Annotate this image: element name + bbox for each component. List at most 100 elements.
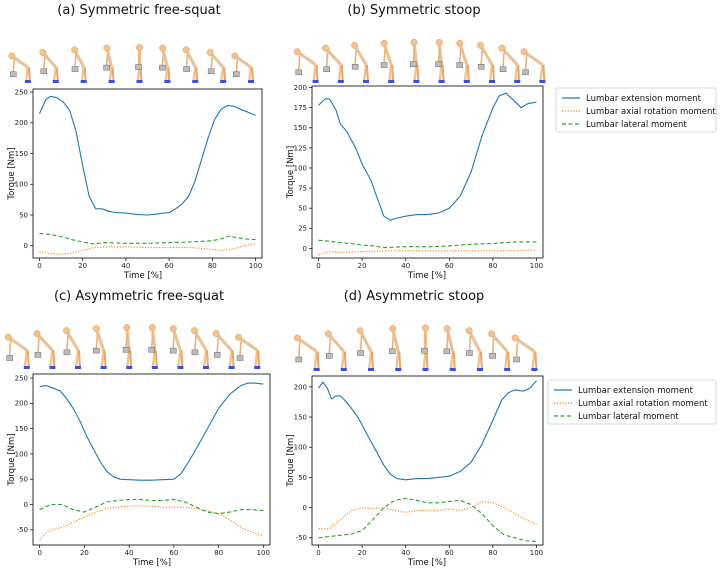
chart-title: (d) Asymmetric stoop [344, 289, 485, 304]
legend-entry: Lumbar extension moment [586, 94, 702, 104]
series-line-axial-rotation [318, 500, 537, 530]
mannequin-figure [293, 334, 320, 371]
series-line-extension [39, 382, 264, 481]
mannequin-figure [103, 44, 115, 83]
chart-title: (a) Symmetric free-squat [57, 3, 221, 18]
mannequin-figure [511, 334, 538, 371]
mannequin-figure [92, 325, 107, 369]
mannequin-figure [324, 330, 347, 371]
mannequin-strip [293, 324, 538, 371]
legend-entry: Lumbar extension moment [578, 386, 694, 396]
legend: Lumbar extension moment Lumbar axial rota… [555, 87, 717, 133]
x-tick-label: 20 [78, 262, 87, 270]
y-tick-label: 100 [15, 181, 28, 189]
mannequin-figure [206, 49, 227, 83]
legend-entry: Lumbar axial rotation moment [578, 399, 708, 409]
mannequin-strip [293, 38, 546, 83]
x-tick-label: 40 [125, 549, 134, 557]
y-tick-label: 100 [15, 450, 28, 458]
mannequin-figure [122, 324, 133, 369]
mannequin-figure [380, 39, 395, 83]
chart-panel: (b) Symmetric stoop 0 20 40 60 80 100 0 25 50 75 10… [286, 3, 717, 281]
series-line-lateral [318, 239, 537, 249]
mannequin-figure [322, 44, 344, 83]
x-tick-label: 100 [257, 549, 270, 557]
y-tick-label: 175 [294, 104, 307, 112]
x-tick-label: 0 [37, 549, 41, 557]
y-axis-label: Torque [Nm] [286, 434, 296, 487]
plot-frame [32, 373, 271, 546]
mannequin-figure [356, 327, 375, 371]
mannequin-figure [351, 41, 369, 83]
y-tick-label: 100 [294, 164, 307, 172]
x-tick-label: 0 [316, 549, 320, 557]
y-axis-label: Torque [Nm] [286, 146, 296, 199]
mannequin-figure [33, 330, 56, 369]
y-tick-label: 100 [294, 444, 307, 452]
mannequin-figure [71, 46, 87, 83]
x-tick-label: 20 [80, 549, 89, 557]
mannequin-figure [231, 52, 255, 83]
y-tick-label: 0 [303, 245, 307, 253]
series-line-axial-rotation [39, 505, 264, 541]
plot-frame [311, 375, 544, 546]
x-axis-label: Time [%] [407, 271, 446, 281]
series-line-axial-rotation [39, 243, 256, 255]
y-tick-label: 150 [294, 413, 307, 421]
y-tick-label: 150 [294, 124, 307, 132]
legend-entry: Lumbar lateral moment [578, 412, 679, 422]
mannequin-figure [498, 44, 521, 83]
legend-entry: Lumbar lateral moment [586, 120, 687, 130]
series-line-lateral [39, 498, 264, 515]
chart-panel: (c) Asymmetric free-squat 0 20 40 60 80 100 -50… [7, 289, 271, 568]
series-line-extension [38, 95, 256, 216]
mannequin-figure [435, 38, 445, 83]
x-axis-label: Time [%] [407, 558, 446, 568]
x-tick-label: 80 [488, 262, 497, 270]
y-axis-label: Torque [Nm] [7, 147, 17, 200]
series-line-axial-rotation [318, 249, 537, 256]
x-tick-label: 60 [445, 549, 454, 557]
x-tick-label: 40 [401, 262, 410, 270]
x-tick-label: 100 [530, 262, 543, 270]
y-tick-label: 250 [15, 374, 28, 382]
y-tick-label: 250 [15, 88, 28, 96]
x-tick-label: 80 [208, 262, 217, 270]
mannequin-figure [4, 333, 30, 369]
plot-frame [311, 85, 544, 259]
mannequin-figure [62, 327, 81, 369]
mannequin-figure [148, 324, 158, 369]
legend: Lumbar extension moment Lumbar axial rota… [547, 379, 717, 425]
x-tick-label: 100 [249, 262, 262, 270]
x-tick-label: 20 [358, 549, 367, 557]
y-tick-label: 0 [24, 242, 28, 250]
y-tick-label: 75 [298, 184, 307, 192]
series-line-extension [318, 92, 537, 221]
y-tick-label: 200 [15, 119, 28, 127]
x-tick-label: 80 [488, 549, 497, 557]
mannequin-figure [169, 325, 184, 369]
chart-title: (b) Symmetric stoop [347, 3, 480, 18]
series-line-extension [318, 380, 537, 481]
x-tick-label: 0 [37, 262, 41, 270]
y-tick-label: 125 [294, 144, 307, 152]
y-tick-label: 25 [298, 225, 307, 233]
y-tick-label: -50 [296, 534, 307, 542]
y-tick-label: 150 [15, 425, 28, 433]
mannequin-figure [465, 327, 483, 371]
mannequin-figure [456, 39, 470, 83]
mannequin-figure [235, 333, 261, 369]
y-tick-label: -50 [17, 526, 28, 534]
series-line-lateral [318, 497, 537, 542]
y-axis-label: Torque [Nm] [7, 433, 17, 486]
series-line-lateral [39, 232, 256, 245]
plot-frame [32, 88, 263, 259]
mannequin-figure [477, 41, 495, 83]
x-axis-label: Time [%] [123, 271, 162, 281]
y-tick-label: 150 [15, 150, 28, 158]
x-axis-label: Time [%] [132, 558, 171, 568]
mannequin-strip [8, 44, 255, 83]
x-tick-label: 20 [358, 262, 367, 270]
mannequin-figure [190, 327, 209, 369]
